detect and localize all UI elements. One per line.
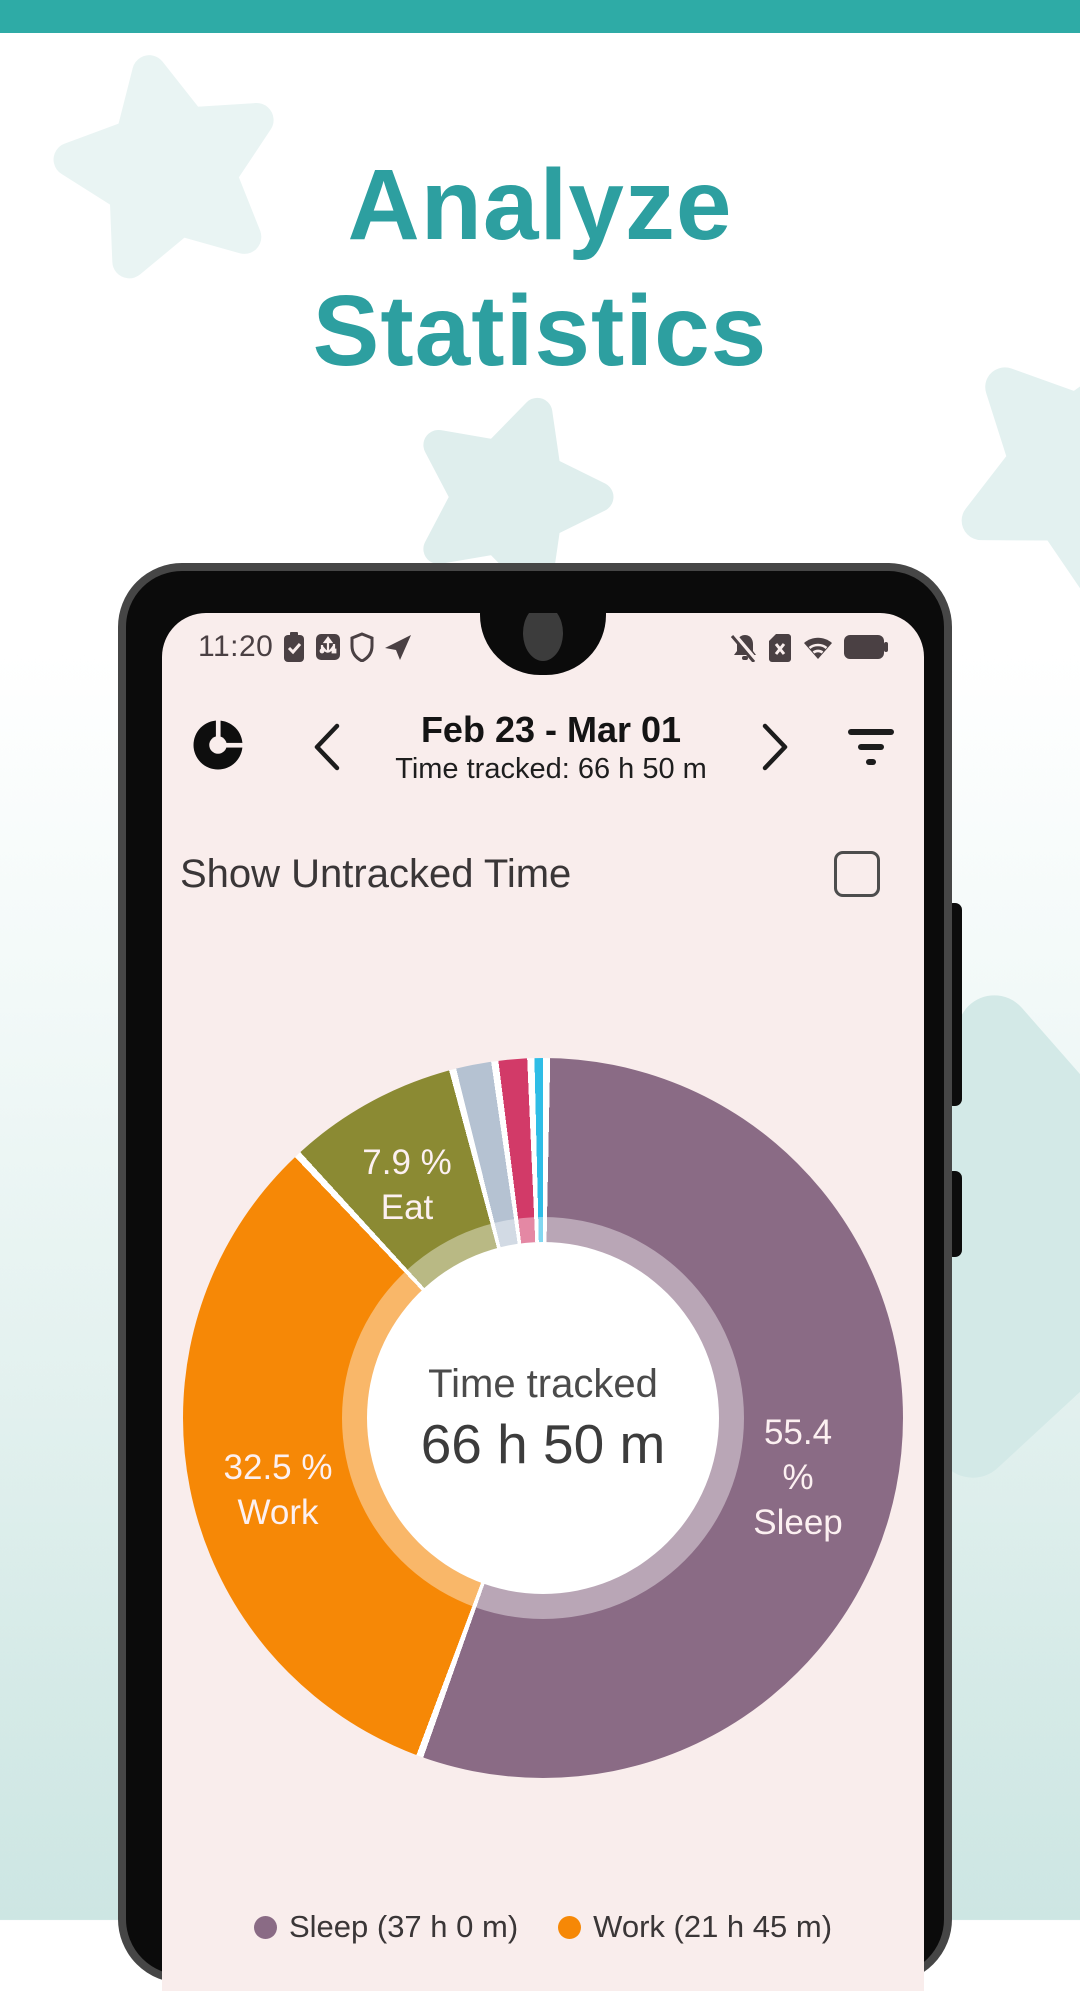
filter-icon[interactable] — [846, 722, 896, 772]
show-untracked-row[interactable]: Show Untracked Time — [162, 851, 924, 897]
status-bar-right — [731, 632, 888, 662]
show-untracked-label: Show Untracked Time — [180, 851, 572, 896]
show-untracked-checkbox[interactable] — [834, 851, 880, 897]
hero-title-line-2: Statistics — [312, 275, 768, 387]
legend-label-sleep: Sleep (37 h 0 m) — [288, 1909, 519, 1944]
hero-title-line-1: Analyze — [347, 149, 733, 261]
donut-chart[interactable]: 55.4 % Sleep 32.5 % Work 7.9 % Eat Time … — [183, 1058, 903, 1778]
segment-percent: 55.4 % — [763, 1412, 833, 1497]
legend-dot-sleep — [253, 1915, 277, 1939]
next-period-button[interactable] — [752, 721, 798, 773]
legend-dot-work — [558, 1915, 582, 1939]
status-bar-left: 11:20 — [198, 630, 413, 664]
chart-legend: Sleep (37 h 0 m) Work (21 h 45 m) — [162, 1909, 924, 1945]
phone-screen: 11:20 — [162, 613, 924, 1991]
donut-center-value: 66 h 50 m — [420, 1412, 666, 1475]
phone-mockup: 11:20 — [118, 563, 964, 1991]
clock: 11:20 — [198, 630, 274, 663]
battery-icon — [844, 634, 888, 660]
usb-icon — [315, 632, 341, 662]
legend-label-work: Work (21 h 45 m) — [593, 1909, 833, 1944]
date-range: Feb 23 - Mar 01 — [420, 709, 682, 751]
phone-frame: 11:20 — [118, 563, 952, 1991]
notifications-off-icon — [731, 632, 759, 662]
segment-label-eat: 7.9 % Eat — [362, 1141, 452, 1231]
front-camera — [523, 613, 563, 661]
segment-name: Sleep — [753, 1502, 843, 1542]
legend-item-sleep: Sleep (37 h 0 m) — [253, 1909, 519, 1945]
previous-period-button[interactable] — [304, 721, 350, 773]
star-decoration — [53, 55, 274, 279]
period-summary: Feb 23 - Mar 01 Time tracked: 66 h 50 m — [350, 707, 752, 787]
top-accent-bar — [0, 0, 1080, 33]
app-header: Feb 23 - Mar 01 Time tracked: 66 h 50 m — [162, 697, 924, 797]
hero-title: Analyze Statistics — [0, 142, 1080, 394]
segment-name: Eat — [380, 1188, 434, 1227]
wifi-icon — [801, 632, 835, 662]
segment-percent: 32.5 % — [223, 1448, 333, 1488]
sim-missing-icon — [768, 632, 792, 662]
battery-check-icon — [282, 632, 306, 662]
donut-center: Time tracked 66 h 50 m — [367, 1242, 719, 1594]
segment-percent: 7.9 % — [362, 1143, 452, 1183]
app-logo[interactable] — [190, 716, 246, 778]
star-decoration — [423, 397, 614, 597]
donut-center-label: Time tracked — [428, 1361, 658, 1406]
segment-label-work: 32.5 % Work — [224, 1446, 333, 1536]
segment-label-sleep: 55.4 % Sleep — [746, 1411, 851, 1545]
legend-item-work: Work (21 h 45 m) — [558, 1909, 832, 1945]
shield-icon — [350, 632, 374, 662]
star-decoration — [961, 348, 1080, 604]
tracked-summary: Time tracked: 66 h 50 m — [395, 753, 707, 786]
segment-name: Work — [237, 1493, 319, 1532]
send-icon — [383, 632, 413, 662]
status-bar: 11:20 — [162, 625, 924, 669]
